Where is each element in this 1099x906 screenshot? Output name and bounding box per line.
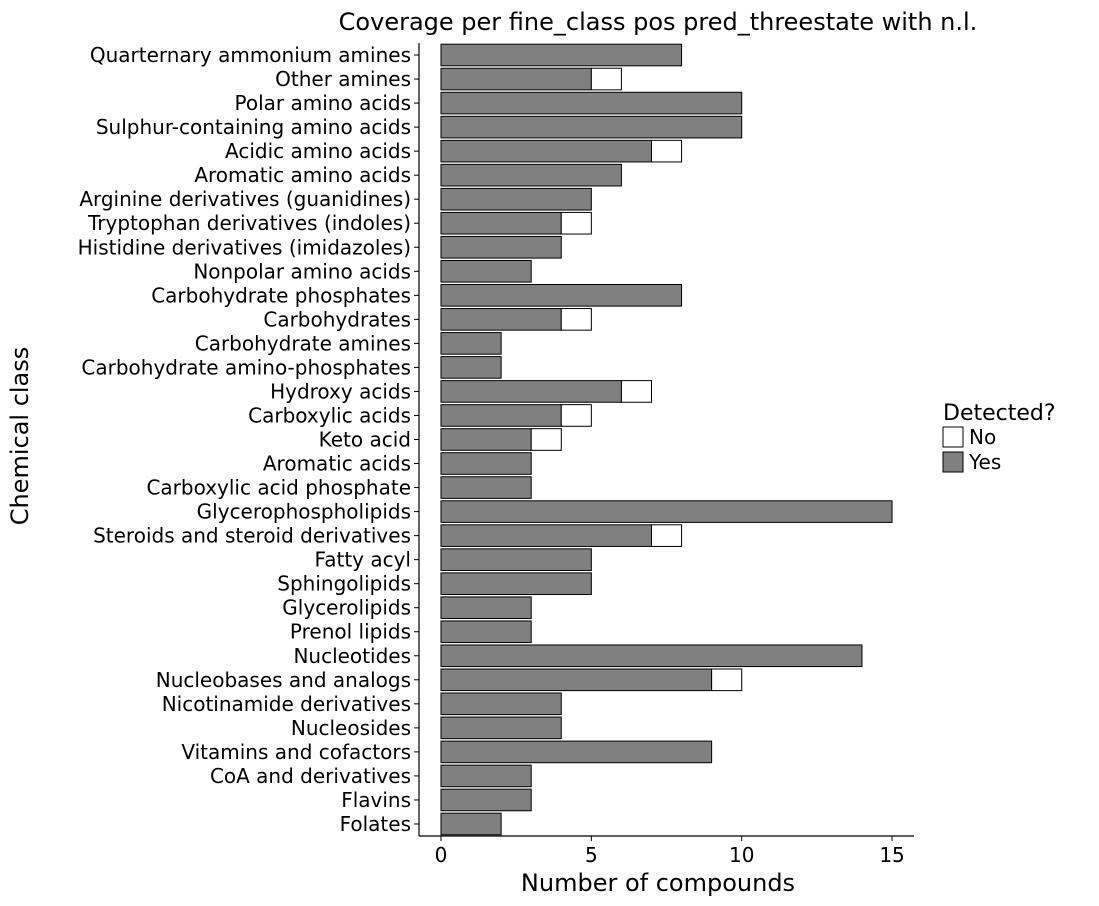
- bar-yes-8: [440, 235, 562, 259]
- y-tick-label: Acidic amino acids: [225, 139, 411, 163]
- bar-yes-12: [440, 332, 502, 355]
- y-tick-label: Carboxylic acid phosphate: [146, 476, 411, 500]
- bar-yes-20: [440, 524, 652, 547]
- y-tick-label: Sphingolipids: [277, 572, 411, 596]
- bar-yes-26: [440, 668, 713, 692]
- y-tick-label: Aromatic amino acids: [194, 163, 411, 187]
- y-tick-label: Polar amino acids: [235, 91, 411, 115]
- legend-label-yes: Yes: [968, 450, 1001, 474]
- y-tick-label: Sulphur-containing amino acids: [96, 115, 411, 139]
- y-tick-label: Vitamins and cofactors: [181, 740, 411, 764]
- legend-swatch-yes: [942, 451, 964, 473]
- bar-yes-16: [440, 428, 532, 451]
- y-tick-label: Nonpolar amino acids: [193, 259, 411, 283]
- bar-no-15: [560, 404, 592, 427]
- y-tick-label: Nicotinamide derivatives: [162, 692, 411, 716]
- x-tick-label: 0: [435, 843, 448, 867]
- y-tick-label: Nucleosides: [291, 716, 411, 740]
- bar-yes-23: [440, 596, 532, 620]
- bar-no-20: [650, 524, 683, 547]
- bar-yes-11: [440, 308, 562, 331]
- bar-no-16: [530, 428, 562, 451]
- x-axis-title: Number of compounds: [521, 869, 795, 897]
- bars-group: [440, 43, 893, 836]
- y-tick-label: Arginine derivatives (guanidines): [79, 187, 411, 211]
- bar-no-11: [560, 308, 592, 331]
- bar-yes-13: [440, 356, 502, 379]
- bar-yes-17: [440, 452, 532, 475]
- y-tick-label: Fatty acyl: [315, 548, 411, 572]
- y-tick-label: Prenol lipids: [290, 620, 411, 644]
- y-tick-label: Keto acid: [319, 428, 411, 452]
- bar-yes-0: [440, 43, 683, 67]
- y-tick-label: Carbohydrate amino-phosphates: [81, 355, 411, 379]
- y-tick-label: Steroids and steroid derivatives: [93, 524, 411, 548]
- bar-no-26: [711, 668, 743, 692]
- y-tick-label: Nucleobases and analogs: [156, 668, 411, 692]
- bar-yes-30: [440, 764, 532, 788]
- y-tick-label: Nucleotides: [293, 644, 411, 668]
- y-tick-label: Carbohydrates: [263, 307, 411, 331]
- bar-yes-15: [440, 404, 562, 427]
- bar-yes-10: [440, 284, 683, 307]
- y-tick-label: Quarternary ammonium amines: [90, 43, 411, 67]
- legend-title: Detected?: [943, 401, 1056, 426]
- y-tick-label: Carbohydrate amines: [195, 331, 411, 355]
- bar-no-4: [650, 139, 683, 163]
- y-tick-label: Folates: [340, 812, 411, 836]
- bar-yes-24: [440, 620, 532, 644]
- x-tick-label: 10: [729, 843, 754, 867]
- bar-yes-7: [440, 211, 562, 235]
- bar-no-14: [620, 380, 652, 403]
- y-tick-label: Aromatic acids: [263, 452, 411, 476]
- y-tick-label: Glycerolipids: [282, 596, 411, 620]
- y-tick-label: Carbohydrate phosphates: [151, 283, 411, 307]
- bar-yes-18: [440, 476, 532, 499]
- bar-yes-1: [440, 67, 592, 91]
- y-tick-label: Carboxylic acids: [248, 403, 411, 427]
- bar-yes-6: [440, 187, 592, 211]
- bar-yes-31: [440, 788, 532, 812]
- y-tick-label: Other amines: [275, 67, 411, 91]
- y-tick-label: Tryptophan derivatives (indoles): [87, 211, 411, 235]
- x-tick-label: 15: [879, 843, 904, 867]
- bar-no-1: [590, 67, 622, 91]
- bar-yes-14: [440, 380, 622, 403]
- y-tick-label: Hydroxy acids: [270, 379, 411, 403]
- y-tick-label: Histidine derivatives (imidazoles): [78, 235, 411, 259]
- legend-swatch-no: [942, 426, 964, 448]
- x-axis: 0 5 10 15: [419, 835, 914, 867]
- y-tick-label: CoA and derivatives: [210, 764, 411, 788]
- bar-yes-22: [440, 572, 592, 595]
- bar-yes-19: [440, 500, 893, 523]
- bar-no-7: [560, 211, 592, 235]
- bar-yes-2: [440, 91, 743, 115]
- x-tick-label: 5: [585, 843, 598, 867]
- y-tick-label: Glycerophospholipids: [197, 500, 411, 524]
- bar-yes-25: [440, 644, 863, 668]
- y-tick-label: Flavins: [341, 788, 411, 812]
- bar-yes-4: [440, 139, 652, 163]
- legend-label-no: No: [969, 425, 996, 449]
- bar-yes-21: [440, 548, 592, 571]
- y-axis-title: Chemical class: [6, 347, 34, 526]
- chart-title: Coverage per fine_class pos pred_threest…: [339, 8, 978, 36]
- bar-yes-29: [440, 740, 713, 764]
- bar-yes-28: [440, 716, 562, 740]
- bar-yes-5: [440, 163, 622, 187]
- bar-yes-27: [440, 692, 562, 716]
- bar-yes-3: [440, 115, 743, 139]
- bar-yes-9: [440, 259, 532, 283]
- bar-yes-32: [440, 812, 502, 836]
